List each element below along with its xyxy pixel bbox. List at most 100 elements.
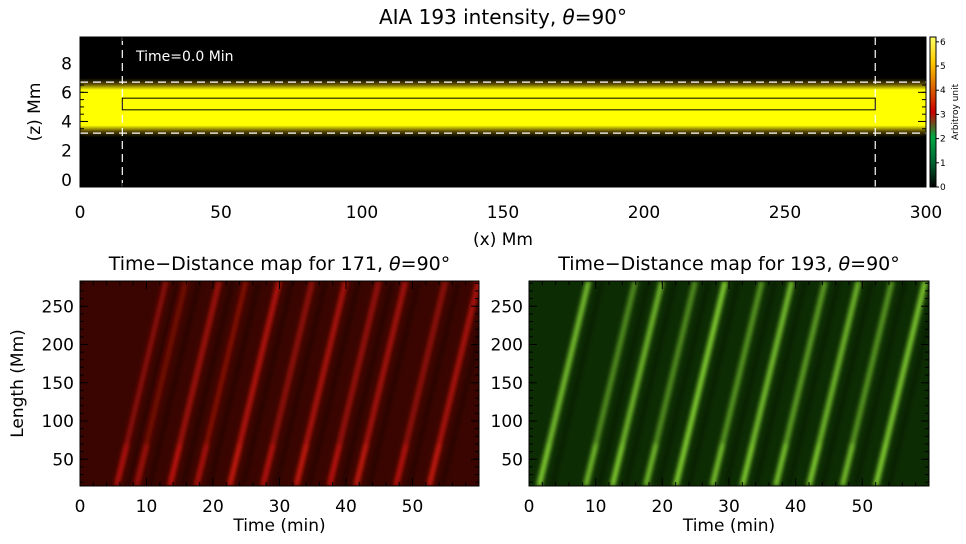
td-ridge-shadow [367, 281, 421, 486]
colorbar-tick-label: 4 [940, 86, 946, 96]
td-ridge-shadow [623, 281, 678, 486]
y-tick-label: 250 [42, 297, 74, 317]
intensity-x-label: (x) Mm [473, 230, 533, 250]
x-tick-label: 10 [585, 497, 607, 517]
td-ridge-foot [610, 443, 625, 486]
td-ridge-foot [773, 443, 789, 486]
td-ridge-foot [537, 443, 552, 486]
td-ridge-shadow [753, 281, 808, 486]
td-panel-2: 0 10 20 30 40 50 50 100 150 200 250 Time−Distance m… [491, 253, 930, 536]
td-ridge-foot [740, 443, 755, 486]
td-title-1: Time−Distance map for 171, θ=90° [108, 253, 451, 275]
td-ridges [114, 281, 479, 486]
x-tick-label: 50 [210, 203, 232, 223]
td-ridge-shadow [887, 312, 929, 486]
td-ridge-foot [114, 443, 130, 486]
td-ridge-foot [583, 443, 599, 486]
x-tick-label: 0 [524, 497, 535, 517]
y-tick-label: 6 [61, 83, 72, 103]
intensity-y-label: (z) Mm [25, 83, 45, 142]
td-ridge-shadow [597, 281, 651, 486]
x-tick-label: 100 [346, 203, 378, 223]
x-tick-label: 150 [487, 203, 519, 223]
y-tick-label: 200 [42, 336, 74, 356]
y-tick-label: 100 [42, 412, 74, 432]
x-tick-label: 30 [718, 497, 740, 517]
colorbar-tick-label: 6 [940, 38, 946, 48]
td-ridge-foot [260, 443, 276, 486]
colorbar-tick-label: 5 [940, 62, 946, 72]
y-tick-label: 100 [491, 412, 523, 432]
td-ridge-shadow [407, 281, 461, 486]
td-ridge-foot [840, 443, 855, 486]
colorbar-tick-label: 1 [940, 159, 946, 169]
colorbar: 0 1 2 3 4 5 6 Arbitroy unit [929, 36, 961, 193]
y-tick-label: 0 [61, 171, 72, 191]
y-tick-label: 200 [491, 336, 523, 356]
colorbar-tick-label: 0 [940, 183, 946, 193]
intensity-band [80, 78, 926, 138]
td-x-label-2: Time (min) [682, 516, 775, 536]
td-ridge-foot [227, 443, 243, 486]
intensity-title: AIA 193 intensity, θ=90° [379, 5, 627, 29]
td-panel-1: 0 10 20 30 40 50 50 100 150 200 250 Time−Distance m… [8, 253, 480, 536]
td-ridge-foot [134, 443, 150, 486]
td-title-2: Time−Distance map for 193, θ=90° [557, 253, 900, 275]
colorbar-tick-label: 3 [940, 110, 946, 120]
time-annotation: Time=0.0 Min [135, 49, 234, 65]
td-ridge-foot [710, 443, 725, 486]
td-ridge-shadow [307, 281, 361, 486]
td-ridge-shadow [787, 281, 841, 486]
td-ridge-shadow [723, 281, 778, 486]
td-ridge-foot [327, 443, 342, 486]
td-ridge-shadow [274, 281, 328, 486]
x-tick-label: 30 [269, 497, 291, 517]
x-tick-label: 0 [75, 203, 86, 223]
x-tick-label: 250 [769, 203, 801, 223]
td-y-label-1: Length (Mm) [8, 329, 28, 438]
x-tick-label: 200 [628, 203, 660, 223]
y-tick-label: 150 [42, 374, 74, 394]
td-ridge-shadow [207, 281, 262, 486]
td-ridge-foot [167, 443, 183, 486]
y-tick-label: 2 [61, 142, 72, 162]
x-tick-label: 0 [75, 497, 86, 517]
td-ridge-shadow [340, 281, 395, 486]
colorbar-label: Arbitroy unit [951, 83, 961, 140]
td-ridge-shadow [550, 281, 604, 486]
td-ridge-foot [294, 443, 309, 486]
x-tick-label: 50 [852, 497, 874, 517]
y-tick-label: 50 [52, 450, 74, 470]
x-tick-label: 50 [402, 497, 424, 517]
x-tick-label: 300 [910, 203, 942, 223]
td-ridge-shadow [440, 326, 479, 486]
td-ridge-foot [354, 443, 369, 486]
x-tick-label: 20 [202, 497, 224, 517]
x-tick-label: 10 [136, 497, 158, 517]
x-tick-label: 40 [335, 497, 357, 517]
td-ridge-shadow [181, 281, 235, 486]
td-ridge-shadow [240, 281, 295, 486]
colorbar-fill [929, 36, 937, 188]
y-tick-label: 250 [491, 297, 523, 317]
td-ridge-foot [873, 443, 889, 486]
td-ridge-foot [427, 443, 442, 486]
td-ridge-shadow [687, 281, 741, 486]
selection-box [121, 97, 876, 111]
td-ridge-shadow [820, 281, 874, 486]
td-ridge-shadow [127, 281, 182, 486]
td-ridge-foot [393, 443, 409, 486]
x-tick-label: 20 [652, 497, 674, 517]
y-tick-label: 8 [61, 54, 72, 74]
td-ridge-shadow [147, 281, 202, 486]
y-tick-label: 4 [61, 113, 72, 133]
td-ridge-shadow [853, 281, 908, 486]
td-ridge-foot [194, 443, 209, 486]
y-tick-label: 50 [501, 450, 523, 470]
td-ridge-foot [807, 443, 822, 486]
td-x-label-1: Time (min) [232, 516, 325, 536]
colorbar-tick-label: 2 [940, 135, 946, 145]
td-ridge-foot [643, 443, 659, 486]
x-tick-label: 40 [785, 497, 807, 517]
